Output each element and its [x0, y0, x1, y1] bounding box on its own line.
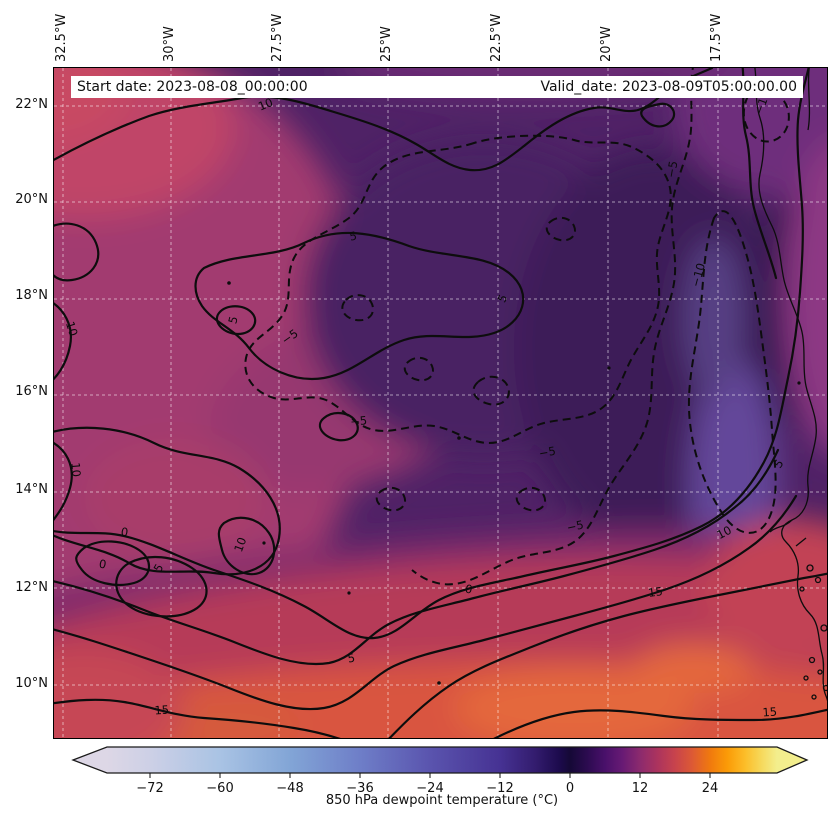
svg-text:−5: −5 [565, 517, 584, 534]
svg-text:−5: −5 [664, 160, 681, 179]
svg-text:5: 5 [225, 315, 240, 326]
lon-tick-label: 25°W [379, 26, 394, 62]
lat-tick-label: 12°N [15, 580, 48, 595]
svg-text:15: 15 [762, 705, 778, 720]
colorbar-ticks [149, 773, 711, 778]
colorbar-gradient-bar [71, 746, 809, 774]
lat-tick-label: 22°N [15, 97, 48, 112]
lon-tick-label: 30°W [162, 26, 177, 62]
svg-text:10: 10 [231, 535, 249, 554]
lat-tick-label: 16°N [15, 384, 48, 399]
contour-specks [227, 281, 801, 685]
lat-tick-label: 20°N [15, 192, 48, 207]
svg-text:10: 10 [714, 523, 733, 542]
lat-tick-label: 18°N [15, 288, 48, 303]
svg-text:5: 5 [348, 228, 358, 243]
lon-tick-label: 20°W [599, 26, 614, 62]
svg-text:10: 10 [68, 462, 83, 478]
svg-text:−10: −10 [688, 261, 708, 288]
svg-text:24: 24 [702, 781, 719, 796]
svg-text:10: 10 [63, 320, 81, 338]
contour-lines-solid [54, 68, 827, 738]
svg-text:15: 15 [647, 584, 663, 600]
svg-text:−72: −72 [136, 781, 163, 796]
lon-tick-label: 22.5°W [489, 13, 504, 62]
date-info-strip: Start date: 2023-08-08_00:00:00 Valid_da… [71, 76, 803, 98]
dewpoint-fill-field [54, 68, 827, 738]
colorbar: −72 −60 −48 −36 −24 −12 0 12 24 850 hPa … [71, 746, 809, 808]
lat-tick-label: 10°N [15, 676, 48, 691]
contour-labels: 10 10 10 10 10 5 5 5 5 5 5 0 0 0 −5 −5 −… [63, 89, 787, 720]
svg-text:−24: −24 [416, 781, 443, 796]
lon-tick-label: 32.5°W [54, 13, 69, 62]
svg-text:0: 0 [120, 525, 129, 540]
graticule-gridlines [54, 68, 827, 738]
svg-text:10: 10 [256, 95, 275, 113]
svg-text:12: 12 [632, 781, 649, 796]
svg-text:0: 0 [566, 781, 574, 796]
valid-date-text: Valid_date: 2023-08-09T05:00:00.00 [540, 79, 797, 95]
start-date-text: Start date: 2023-08-08_00:00:00 [77, 79, 308, 95]
map-canvas: 10 10 10 10 10 5 5 5 5 5 5 0 0 0 −5 −5 −… [54, 68, 827, 738]
svg-text:0: 0 [98, 557, 108, 572]
svg-text:−5: −5 [538, 444, 557, 461]
svg-text:15: 15 [154, 703, 170, 718]
svg-text:−12: −12 [486, 781, 513, 796]
lat-tick-label: 14°N [15, 482, 48, 497]
svg-text:−60: −60 [206, 781, 233, 796]
svg-text:5: 5 [346, 651, 356, 666]
lon-tick-label: 17.5°W [709, 13, 724, 62]
svg-text:−36: −36 [346, 781, 373, 796]
colorbar-axis-label: 850 hPa dewpoint temperature (°C) [326, 793, 558, 808]
colorbar-tick-labels: −72 −60 −48 −36 −24 −12 0 12 24 [136, 781, 718, 796]
svg-text:−5: −5 [350, 413, 368, 428]
contour-lines-dashed [244, 68, 790, 586]
lon-tick-label: 27.5°W [270, 13, 285, 62]
svg-text:0: 0 [464, 581, 474, 596]
svg-text:−48: −48 [276, 781, 303, 796]
map-plot-area: Start date: 2023-08-08_00:00:00 Valid_da… [53, 67, 828, 739]
coastline [754, 68, 827, 702]
